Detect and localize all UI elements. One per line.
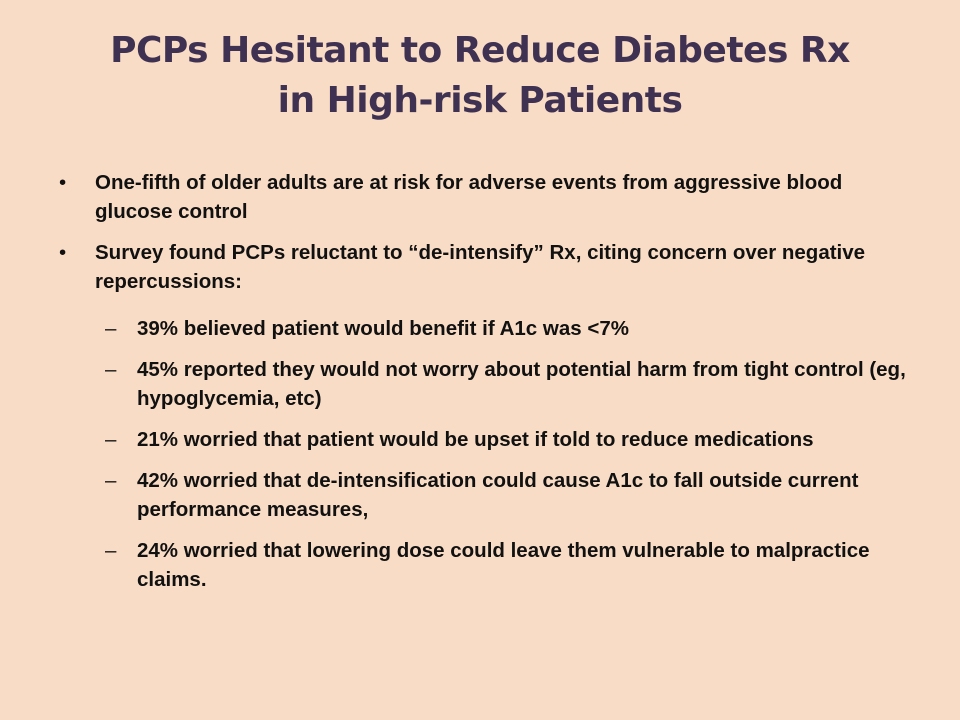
sub-bullet-text: 39% believed patient would benefit if A1… [137,317,629,340]
sub-bullet-item: – 42% worried that de-intensification co… [0,466,960,524]
bullet-item: • One-fifth of older adults are at risk … [0,168,960,226]
sub-bullet-item: – 45% reported they would not worry abou… [0,355,960,413]
sub-bullet-item: – 39% believed patient would benefit if … [0,314,960,343]
sub-bullet-list: – 39% believed patient would benefit if … [0,314,960,594]
sub-bullet-marker: – [105,469,117,492]
sub-bullet-text: 24% worried that lowering dose could lea… [137,539,870,591]
bullet-marker: • [59,241,67,264]
title-line-2: in High-risk Patients [277,80,683,121]
sub-bullet-item: – 21% worried that patient would be upse… [0,425,960,454]
bullet-marker: • [59,171,67,194]
slide-body: • One-fifth of older adults are at risk … [0,168,960,606]
bullet-text: One-fifth of older adults are at risk fo… [95,171,843,223]
slide-title: PCPs Hesitant to Reduce Diabetes Rx in H… [40,26,920,126]
bullet-item: • Survey found PCPs reluctant to “de-int… [0,238,960,296]
sub-bullet-item: – 24% worried that lowering dose could l… [0,536,960,594]
sub-bullet-marker: – [105,539,117,562]
sub-bullet-text: 42% worried that de-intensification coul… [137,469,859,521]
sub-bullet-text: 21% worried that patient would be upset … [137,428,814,451]
sub-bullet-marker: – [105,428,117,451]
sub-bullet-marker: – [105,358,117,381]
sub-bullet-marker: – [105,317,117,340]
sub-bullet-text: 45% reported they would not worry about … [137,358,906,410]
title-line-1: PCPs Hesitant to Reduce Diabetes Rx [110,30,850,71]
bullet-text: Survey found PCPs reluctant to “de-inten… [95,241,866,293]
